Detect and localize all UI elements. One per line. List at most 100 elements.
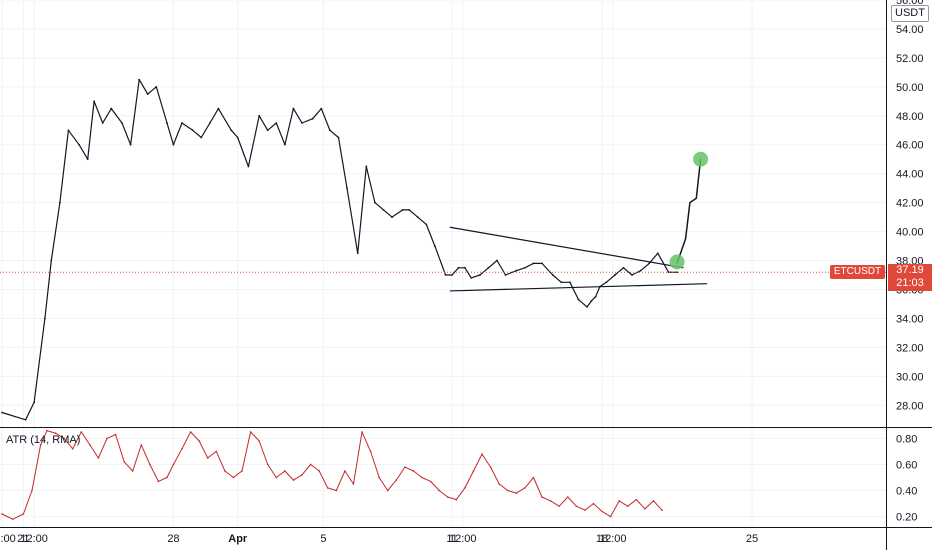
price-point — [346, 187, 348, 190]
price-point — [230, 129, 233, 132]
atr-point — [369, 450, 372, 453]
price-point — [648, 262, 651, 265]
price-point — [478, 274, 481, 276]
price-point — [24, 418, 27, 421]
price-tick-label: 56.00 — [896, 0, 924, 7]
atr-point — [266, 463, 269, 466]
price-point — [568, 281, 571, 284]
price-point — [639, 269, 642, 272]
price-point — [594, 295, 597, 298]
atr-point — [438, 489, 440, 492]
price-tick-label: 28.00 — [896, 400, 924, 412]
price-tick-label: 30.00 — [896, 371, 924, 383]
atr-point — [97, 457, 100, 459]
price-point — [622, 266, 625, 269]
atr-point — [1, 513, 3, 515]
atr-point — [558, 505, 560, 507]
atr-point — [149, 463, 151, 466]
atr-pane[interactable] — [1, 429, 663, 520]
atr-point — [566, 496, 569, 498]
price-point — [560, 281, 563, 284]
atr-point — [344, 470, 346, 472]
atr-point — [575, 505, 578, 507]
atr-point — [584, 509, 586, 511]
atr-point — [378, 476, 380, 479]
projection-path[interactable] — [676, 159, 702, 264]
atr-point — [22, 513, 25, 515]
atr-point — [404, 466, 406, 468]
atr-point — [232, 476, 235, 479]
upper-trendline[interactable] — [449, 226, 684, 269]
price-point — [86, 158, 89, 161]
price-point — [266, 129, 269, 132]
atr-point — [446, 496, 449, 498]
price-point — [93, 100, 96, 103]
atr-point — [506, 489, 509, 492]
price-point — [356, 252, 359, 255]
atr-point — [181, 448, 183, 450]
breakout-marker[interactable] — [669, 254, 685, 270]
price-point — [311, 117, 314, 120]
atr-tick-label: 0.20 — [896, 512, 917, 524]
atr-point — [592, 502, 595, 505]
price-point — [470, 277, 473, 279]
atr-point — [395, 479, 398, 481]
atr-point — [524, 487, 526, 489]
price-point — [451, 274, 453, 276]
drawing-layer[interactable] — [0, 151, 886, 292]
atr-point — [489, 466, 492, 468]
price-point — [590, 300, 593, 302]
price-point — [247, 165, 250, 168]
atr-point — [80, 431, 83, 433]
atr-point — [157, 480, 160, 483]
atr-point — [71, 448, 74, 450]
price-point — [515, 269, 518, 272]
price-tick-label: 54.00 — [896, 24, 924, 36]
atr-point — [618, 500, 620, 502]
atr-point — [541, 496, 543, 498]
price-tick-label: 32.00 — [896, 342, 924, 354]
atr-point — [114, 433, 117, 436]
atr-point — [601, 510, 603, 513]
price-point — [191, 129, 194, 132]
atr-line[interactable] — [1, 430, 663, 520]
atr-point — [123, 461, 125, 463]
price-point — [301, 122, 303, 124]
symbol-price-label: ETCUSDT — [830, 265, 885, 279]
price-point — [320, 107, 323, 110]
atr-tick-label: 0.60 — [896, 459, 917, 471]
price-point — [532, 262, 535, 265]
price-point — [110, 107, 113, 110]
atr-point — [301, 474, 303, 476]
price-point — [155, 85, 158, 88]
price-point — [496, 259, 498, 262]
atr-point — [481, 453, 483, 455]
atr-point — [275, 476, 278, 479]
lower-trendline[interactable] — [449, 283, 708, 292]
price-point — [433, 245, 436, 247]
price-point — [551, 274, 554, 276]
atr-point — [106, 437, 108, 440]
price-point — [166, 122, 168, 124]
atr-point — [455, 498, 458, 501]
grid — [0, 0, 886, 527]
price-point — [416, 216, 419, 219]
price-point — [181, 122, 183, 124]
atr-point — [284, 470, 286, 472]
price-point — [50, 259, 53, 262]
target-marker[interactable] — [693, 151, 709, 167]
price-series-line[interactable] — [1, 78, 678, 421]
price-point — [208, 122, 211, 124]
atr-point — [635, 498, 638, 501]
atr-point — [46, 429, 48, 432]
price-pane[interactable] — [1, 78, 678, 421]
atr-point — [206, 457, 209, 459]
atr-point — [412, 470, 415, 472]
atr-point — [464, 487, 466, 489]
currency-label[interactable]: USDT — [891, 5, 929, 22]
atr-point — [249, 431, 252, 433]
time-tick-label: 21 — [17, 533, 29, 545]
price-point — [523, 266, 526, 269]
atr-indicator-label[interactable]: ATR (14, RMA) — [6, 434, 80, 446]
